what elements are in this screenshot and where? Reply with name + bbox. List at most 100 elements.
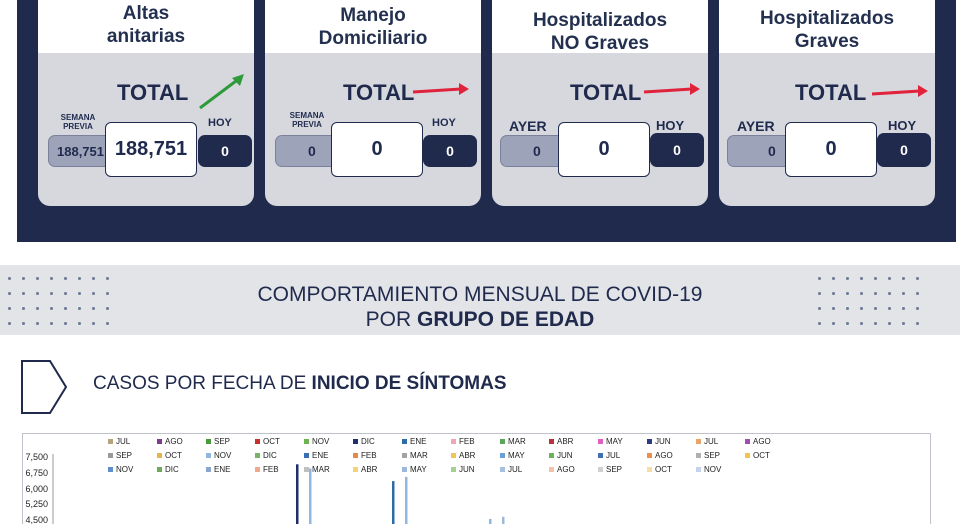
dot: [832, 322, 835, 325]
legend-item: AGO: [549, 465, 598, 474]
card-title-line2: Domiciliario: [318, 28, 428, 49]
dot: [916, 307, 919, 310]
dot: [846, 292, 849, 295]
legend-swatch: [255, 467, 260, 472]
legend-swatch: [745, 453, 750, 458]
total-value: 0: [558, 122, 650, 177]
legend-item: DIC: [353, 437, 402, 446]
legend-swatch: [647, 439, 652, 444]
y-tick-label: 6,000: [25, 483, 48, 494]
legend-item: NOV: [304, 437, 353, 446]
legend-swatch: [304, 453, 309, 458]
total-value: 188,751: [105, 122, 197, 177]
dot: [50, 277, 53, 280]
bar: [489, 518, 492, 524]
dot: [832, 277, 835, 280]
legend-swatch: [108, 467, 113, 472]
legend-swatch: [353, 439, 358, 444]
dot: [818, 322, 821, 325]
legend-label: AGO: [753, 437, 771, 446]
dot: [860, 322, 863, 325]
dot: [846, 307, 849, 310]
dot: [50, 292, 53, 295]
legend-label: FEB: [459, 437, 475, 446]
legend-swatch: [402, 467, 407, 472]
legend-item: ABR: [451, 451, 500, 460]
legend-label: ENE: [214, 465, 231, 474]
legend-item: MAY: [598, 437, 647, 446]
trend-up-arrow-icon: [199, 74, 244, 110]
legend-item: FEB: [451, 437, 500, 446]
legend-label: DIC: [361, 437, 375, 446]
legend-item: NOV: [206, 451, 255, 460]
legend-label: JUL: [116, 437, 131, 446]
dot: [818, 277, 821, 280]
total-label: TOTAL: [343, 80, 415, 105]
legend-item: OCT: [255, 437, 304, 446]
section-title-line1: COMPORTAMIENTO MENSUAL DE COVID-19: [257, 283, 703, 306]
legend-item: AGO: [157, 437, 206, 446]
legend-label: SEP: [606, 465, 623, 474]
legend-label: OCT: [165, 451, 182, 460]
legend-label: MAY: [508, 451, 525, 460]
dot: [8, 307, 11, 310]
dot: [92, 292, 95, 295]
legend-swatch: [745, 439, 750, 444]
dot: [832, 307, 835, 310]
y-tick-label: 4,500: [25, 515, 48, 524]
legend-item: OCT: [647, 465, 696, 474]
total-value: 0: [785, 122, 877, 177]
legend-swatch: [255, 453, 260, 458]
legend-label: OCT: [753, 451, 770, 460]
legend-item: OCT: [745, 451, 794, 460]
legend-label: ABR: [361, 465, 378, 474]
bar: [392, 481, 395, 524]
dot: [874, 307, 877, 310]
card-title: Altas anitarias: [38, 0, 254, 53]
dot: [874, 292, 877, 295]
legend-swatch: [549, 467, 554, 472]
legend-row: NOV DIC ENE FEB MAR ABR MAY JUN JUL AGO SEP OCT NOV: [108, 465, 745, 474]
legend-swatch: [206, 467, 211, 472]
legend-label: MAR: [410, 451, 428, 460]
dot: [64, 292, 67, 295]
card-title-line2: NO Graves: [550, 33, 650, 54]
legend-swatch: [500, 439, 505, 444]
dots-decoration-right: [818, 277, 930, 337]
legend-label: MAR: [508, 437, 526, 446]
dot: [888, 307, 891, 310]
today-value: 0: [423, 135, 477, 167]
section-title-line2: POR GRUPO DE EDAD: [365, 308, 595, 331]
total-label: TOTAL: [117, 80, 189, 105]
legend-label: JUN: [655, 437, 671, 446]
legend-swatch: [549, 439, 554, 444]
legend-swatch: [451, 467, 456, 472]
legend-label: ENE: [410, 437, 427, 446]
legend-item: MAY: [500, 451, 549, 460]
dot: [902, 277, 905, 280]
legend-label: FEB: [361, 451, 377, 460]
dot: [22, 307, 25, 310]
chart-plot: [52, 454, 505, 524]
legend-item: MAY: [402, 465, 451, 474]
legend-item: JUL: [696, 437, 745, 446]
legend-item: JUL: [108, 437, 157, 446]
legend-label: ABR: [557, 437, 574, 446]
legend-item: FEB: [353, 451, 402, 460]
dot: [78, 277, 81, 280]
legend-label: MAR: [312, 465, 330, 474]
legend-label: OCT: [263, 437, 280, 446]
bar: [309, 468, 312, 524]
card-title: Hospitalizados Graves: [719, 0, 935, 53]
legend-swatch: [206, 453, 211, 458]
dot: [8, 292, 11, 295]
legend-swatch: [647, 453, 652, 458]
legend-swatch: [108, 439, 113, 444]
dot: [860, 292, 863, 295]
legend-label: JUN: [459, 465, 475, 474]
card-hospitalizados-no-graves: Hospitalizados NO Graves TOTAL AYER 0 0 …: [492, 0, 708, 206]
dot: [860, 277, 863, 280]
dot: [818, 307, 821, 310]
legend-item: SEP: [108, 451, 157, 460]
